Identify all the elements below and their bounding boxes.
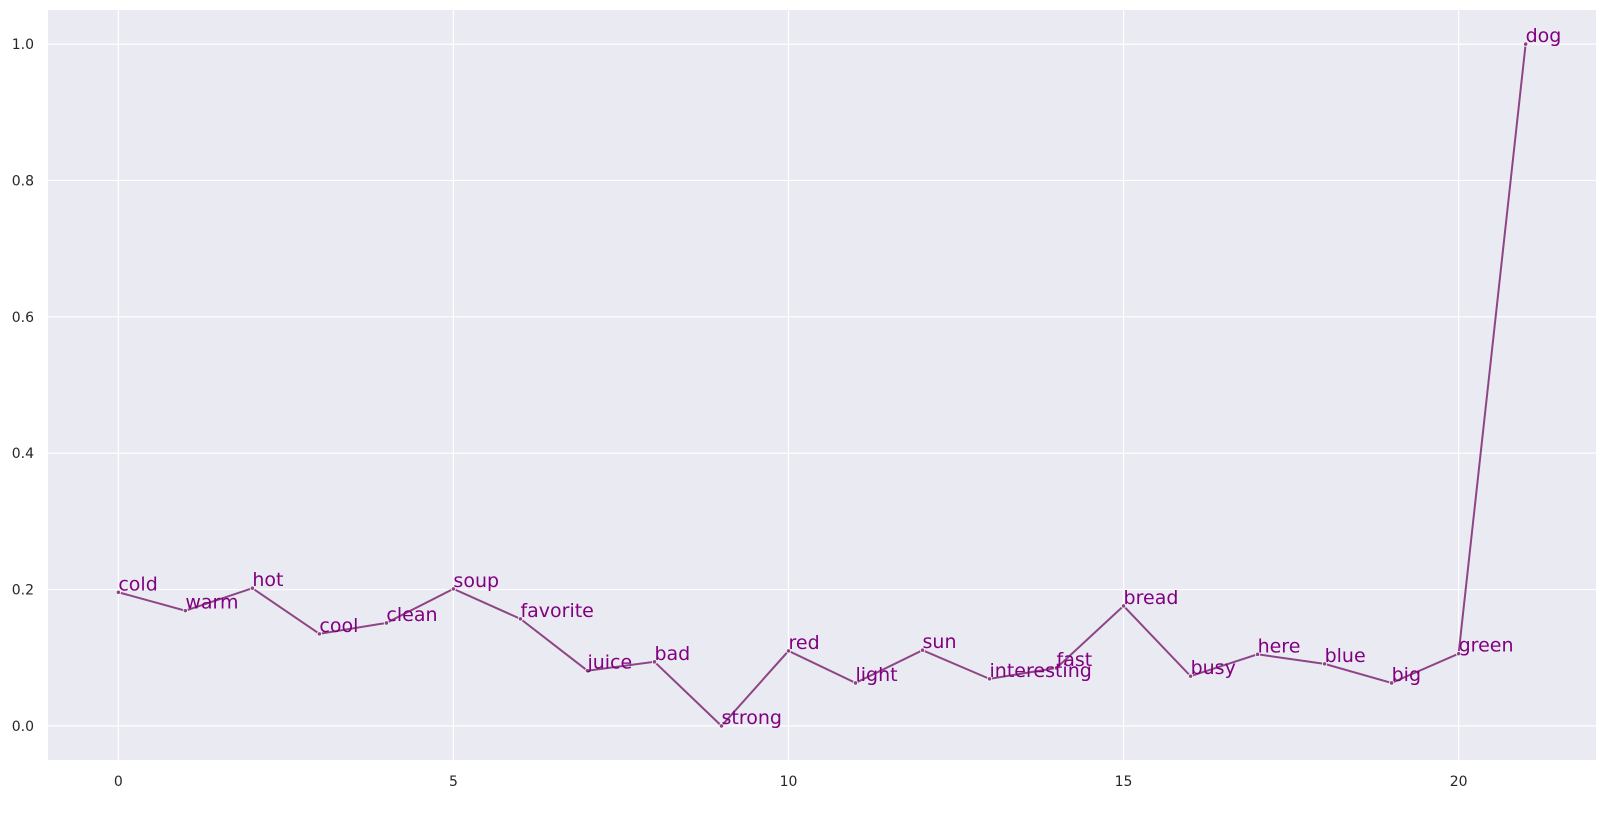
data-point bbox=[249, 585, 255, 591]
data-point bbox=[517, 616, 524, 622]
data-point bbox=[584, 668, 591, 674]
y-axis-tick-labels: 0.0 0.2 0.4 0.6 0.8 1.0 bbox=[12, 37, 34, 735]
data-point bbox=[919, 647, 926, 653]
point-label: juice bbox=[586, 652, 632, 674]
point-label: soup bbox=[453, 570, 499, 592]
data-point bbox=[316, 631, 323, 637]
point-label: interesting bbox=[990, 660, 1092, 682]
data-point bbox=[450, 586, 457, 592]
point-label: bad bbox=[654, 643, 690, 665]
x-tick-label: 10 bbox=[780, 774, 798, 790]
point-label: green bbox=[1459, 635, 1514, 657]
data-point bbox=[785, 648, 792, 654]
point-label: dog bbox=[1526, 25, 1562, 47]
point-label: clean bbox=[386, 604, 437, 626]
point-label: hot bbox=[252, 569, 283, 591]
y-tick-label: 0.2 bbox=[12, 583, 34, 599]
y-tick-label: 0.6 bbox=[12, 310, 34, 326]
data-point bbox=[1321, 661, 1328, 667]
x-tick-label: 15 bbox=[1115, 774, 1133, 790]
y-tick-label: 1.0 bbox=[12, 37, 34, 53]
x-axis-tick-labels: 0 5 10 15 20 bbox=[114, 774, 1468, 790]
point-label: warm bbox=[185, 592, 238, 614]
point-label: red bbox=[788, 632, 819, 654]
point-label: blue bbox=[1325, 645, 1366, 667]
point-label: cold bbox=[118, 573, 157, 595]
data-point bbox=[182, 608, 188, 614]
point-label: sun bbox=[923, 631, 957, 653]
y-gridlines bbox=[48, 43, 1596, 727]
point-label: favorite bbox=[520, 600, 593, 622]
x-tick-label: 0 bbox=[114, 774, 123, 790]
data-point bbox=[1053, 665, 1060, 671]
y-tick-label: 0.8 bbox=[12, 173, 34, 189]
data-point bbox=[852, 680, 859, 686]
series-line bbox=[118, 43, 1527, 728]
series-layer bbox=[115, 41, 1529, 729]
point-label: light bbox=[856, 664, 898, 686]
data-point bbox=[1187, 673, 1194, 679]
y-tick-label: 0.4 bbox=[12, 446, 34, 462]
data-point bbox=[115, 589, 121, 595]
data-point bbox=[1120, 603, 1127, 609]
data-point bbox=[718, 723, 725, 729]
data-point bbox=[986, 676, 993, 682]
point-label: fast bbox=[1057, 649, 1093, 671]
data-point bbox=[1254, 651, 1261, 657]
point-label: cool bbox=[319, 615, 358, 637]
data-point bbox=[1456, 651, 1462, 657]
x-tick-label: 20 bbox=[1450, 774, 1468, 790]
data-point bbox=[1523, 41, 1529, 47]
y-tick-label: 0.0 bbox=[12, 719, 34, 735]
data-point bbox=[383, 620, 390, 626]
data-point bbox=[651, 659, 658, 665]
x-gridlines bbox=[117, 10, 1460, 760]
point-label: bread bbox=[1124, 587, 1179, 609]
point-label: big bbox=[1392, 664, 1421, 686]
plot-area bbox=[48, 10, 1596, 760]
point-label: strong bbox=[721, 707, 781, 729]
data-point bbox=[1389, 680, 1395, 686]
point-label: here bbox=[1258, 635, 1301, 657]
point-label: busy bbox=[1191, 657, 1236, 679]
x-tick-label: 5 bbox=[449, 774, 458, 790]
